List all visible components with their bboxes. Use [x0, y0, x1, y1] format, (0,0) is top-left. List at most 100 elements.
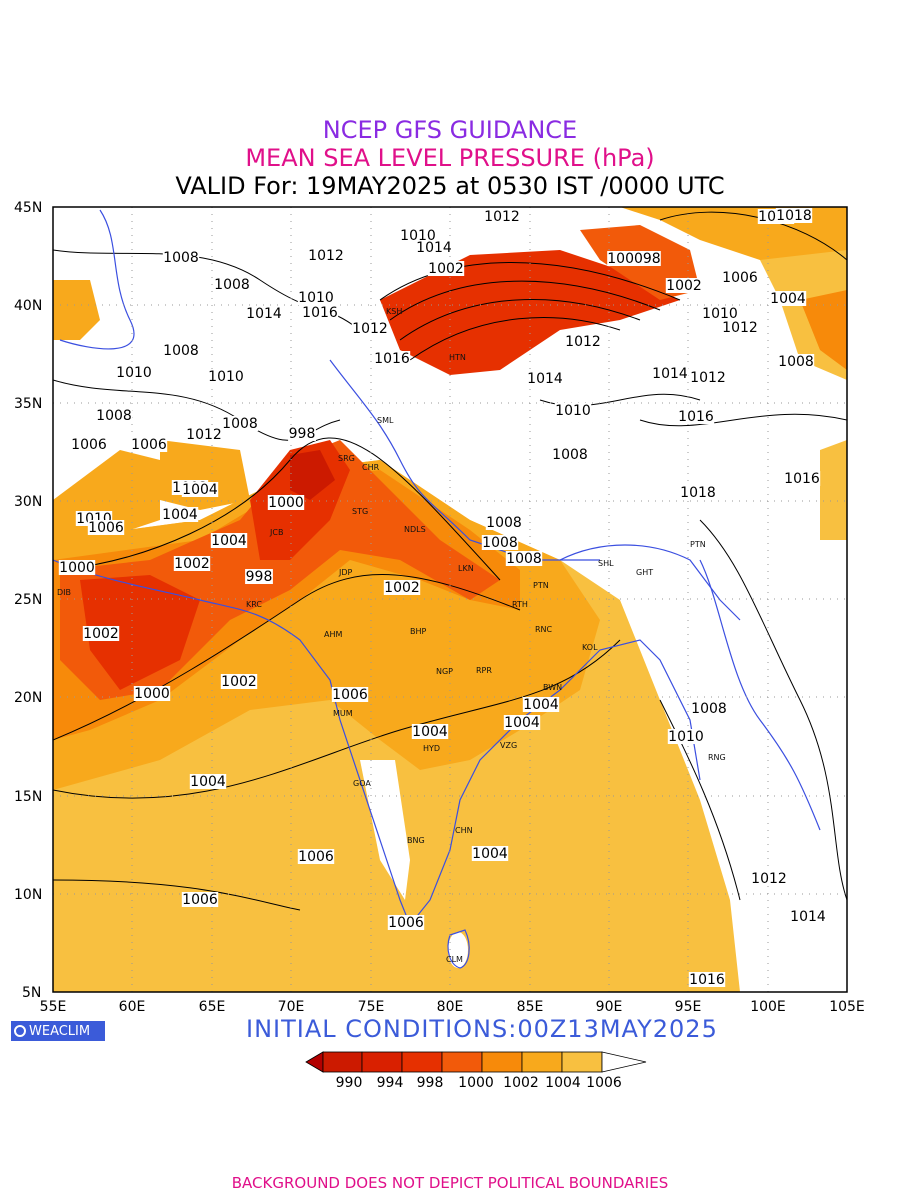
contour-label: 1012: [689, 370, 727, 386]
contour-label: 1006: [130, 437, 168, 453]
contour-label: 1006: [181, 892, 219, 908]
contour-label: 1016: [301, 305, 339, 321]
svg-text:1008: 1008: [691, 701, 727, 717]
lon-label: 105E: [829, 999, 865, 1015]
svg-text:1004: 1004: [190, 774, 226, 790]
city-label: SRG: [338, 454, 355, 463]
contour-label: 1010: [554, 403, 592, 419]
initial-conditions: INITIAL CONDITIONS:00Z13MAY2025: [246, 1015, 718, 1043]
contour-label: 1012: [721, 320, 759, 336]
svg-text:1006: 1006: [332, 687, 368, 703]
svg-text:1012: 1012: [186, 427, 222, 443]
svg-text:1004: 1004: [523, 697, 559, 713]
contour-label: 1012: [564, 334, 602, 350]
colorbar-cell: [481, 1051, 523, 1073]
city-labels: KSH HTN SRG SML CHR STG NDLS JCB JDP LKN KRC PTN RTH…: [57, 307, 726, 964]
contour-label: 1002: [220, 674, 258, 690]
contour-label: 998: [245, 569, 273, 585]
city-label: MUM: [333, 709, 353, 718]
city-label: GOA: [353, 779, 371, 788]
svg-text:1008: 1008: [486, 515, 522, 531]
lon-label: 90E: [596, 999, 623, 1015]
map-frame: [52, 206, 848, 993]
low-core: [290, 450, 335, 500]
svg-text:1012: 1012: [308, 248, 344, 264]
contour-labels: 1012100810101014100210009810061004100810…: [58, 208, 827, 988]
weaclim-logo[interactable]: WEACLIM: [11, 1021, 105, 1041]
svg-text:1004: 1004: [770, 291, 806, 307]
city-label: NDLS: [404, 525, 426, 534]
contour-label: 1002: [82, 626, 120, 642]
svg-text:1018: 1018: [680, 485, 716, 501]
svg-text:1008: 1008: [778, 354, 814, 370]
contour-label: 1010: [207, 369, 245, 385]
lon-label: 65E: [199, 999, 226, 1015]
weaclim-logo-icon: [14, 1025, 26, 1037]
contour-label: 1014: [526, 371, 564, 387]
lon-label: 80E: [437, 999, 464, 1015]
svg-text:100098: 100098: [607, 251, 660, 267]
contour-label: 1012: [483, 209, 521, 225]
svg-text:1000: 1000: [59, 560, 95, 576]
colorbar-cell: [322, 1051, 363, 1073]
contour-label: 1014: [651, 366, 689, 382]
svg-text:1008: 1008: [96, 408, 132, 424]
contour-label: 1000: [267, 495, 305, 511]
svg-text:1016: 1016: [689, 972, 725, 988]
contour-label: 1008: [162, 250, 200, 266]
svg-text:1008: 1008: [163, 250, 199, 266]
city-label: KOL: [582, 643, 598, 652]
svg-text:1012: 1012: [484, 209, 520, 225]
contour-label: 1004: [411, 724, 449, 740]
lon-label: 75E: [358, 999, 385, 1015]
city-label: LKN: [458, 564, 474, 573]
svg-text:1002: 1002: [83, 626, 119, 642]
lat-label: 5N: [22, 985, 41, 1001]
city-label: BHP: [410, 627, 427, 636]
svg-text:1016: 1016: [678, 409, 714, 425]
lon-label: 70E: [278, 999, 305, 1015]
svg-text:1010: 1010: [702, 306, 738, 322]
city-label: SML: [377, 416, 394, 425]
city-label: KSH: [386, 307, 402, 316]
svg-text:1014: 1014: [527, 371, 563, 387]
contour-label: 1010: [701, 306, 739, 322]
city-label: JCB: [269, 528, 283, 537]
lon-axis: 55E 60E 65E 70E 75E 80E 85E 90E 95E 100E…: [40, 999, 865, 1015]
svg-text:1014: 1014: [246, 306, 282, 322]
weaclim-logo-text: WEACLIM: [29, 1023, 91, 1039]
contour-label: 1008: [690, 701, 728, 717]
svg-text:1008: 1008: [222, 416, 258, 432]
contour-label: 1008: [162, 343, 200, 359]
contour-label: 1018: [679, 485, 717, 501]
contour-label: 1004: [189, 774, 227, 790]
lon-label: 60E: [119, 999, 146, 1015]
svg-text:1008: 1008: [506, 551, 542, 567]
svg-text:1018: 1018: [776, 208, 812, 224]
contour-label: 1004: [161, 507, 199, 523]
band-west: [53, 280, 100, 340]
svg-text:1006: 1006: [88, 520, 124, 536]
contour-label: 1004: [181, 482, 219, 498]
svg-text:1012: 1012: [565, 334, 601, 350]
contour-label: 1000: [133, 686, 171, 702]
contour-label: 1008: [485, 515, 523, 531]
contour-label: 1002: [173, 556, 211, 572]
contour-label: 1006: [297, 849, 335, 865]
low-far-east: [800, 290, 847, 370]
contour-label: 1012: [185, 427, 223, 443]
svg-text:1004: 1004: [182, 482, 218, 498]
svg-text:1002: 1002: [174, 556, 210, 572]
contour-label: 1006: [387, 915, 425, 931]
svg-text:1012: 1012: [722, 320, 758, 336]
contour-label: 1006: [87, 520, 125, 536]
contour-label: 1016: [783, 471, 821, 487]
svg-text:1014: 1014: [790, 909, 826, 925]
city-label: AHM: [324, 630, 342, 639]
city-label: RNC: [535, 625, 553, 634]
svg-text:1008: 1008: [552, 447, 588, 463]
colorbar-cell: [601, 1051, 647, 1073]
band-iran-east: [160, 440, 250, 510]
svg-text:1006: 1006: [298, 849, 334, 865]
city-label: STG: [352, 507, 368, 516]
